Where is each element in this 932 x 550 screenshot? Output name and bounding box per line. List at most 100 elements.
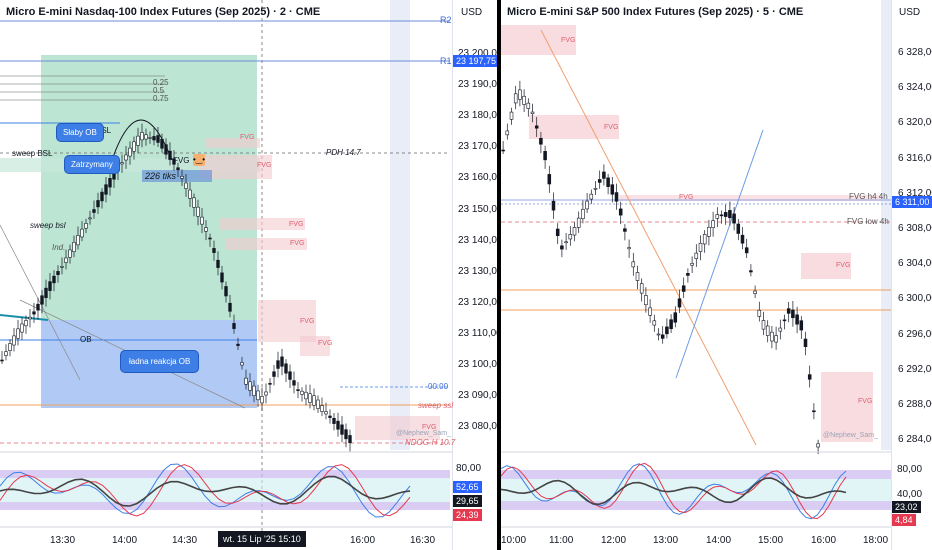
price-tick: 23 160,00	[458, 172, 497, 184]
candle-body	[786, 308, 791, 314]
callout-weak-ob[interactable]: Słaby OB	[56, 123, 104, 142]
left-chart-canvas[interactable]	[0, 0, 497, 550]
price-tick: 6 288,00	[898, 399, 932, 410]
candle-body	[300, 390, 304, 395]
candle-body	[581, 208, 585, 219]
fib-label: 0.5	[153, 86, 165, 95]
candle-body	[555, 228, 560, 237]
candle-body	[816, 443, 820, 448]
time-tick: 14:30	[172, 535, 198, 546]
candle-body	[140, 132, 144, 141]
candle-body	[707, 226, 711, 237]
candle-body	[732, 213, 736, 224]
fvg-box[interactable]	[801, 253, 851, 279]
left-chart-pane[interactable]: Micro E-mini Nasdaq-100 Index Futures (S…	[0, 0, 497, 550]
right-candles	[501, 80, 820, 455]
callout-stopped[interactable]: Zatrzymany	[64, 155, 120, 174]
candle-body	[296, 389, 300, 391]
right-chart-pane[interactable]: Micro E-mini S&P 500 Index Futures (Sep …	[501, 0, 932, 550]
r2-label: R2	[440, 15, 452, 25]
candle-body	[104, 184, 108, 195]
candle-body	[795, 314, 799, 325]
candle-body	[316, 399, 320, 409]
fvg-box[interactable]	[220, 218, 305, 230]
candle-body	[568, 234, 573, 240]
candle-body	[576, 217, 581, 228]
price-axis[interactable]	[452, 0, 497, 550]
candle-body	[24, 320, 28, 327]
callout-nice-reaction[interactable]: ładna reakcja OB	[120, 350, 200, 373]
sweep-bsl-label: sweep bsl	[30, 221, 66, 230]
sweep-bsl-top-label: sweep BSL	[12, 149, 53, 158]
candle-body	[749, 270, 753, 273]
candle-body	[168, 150, 172, 160]
fvg-box[interactable]	[821, 372, 873, 442]
candle-body	[761, 320, 766, 330]
price-axis[interactable]	[891, 0, 932, 550]
time-tick: 16:00	[350, 535, 376, 546]
arrow-line[interactable]	[0, 314, 49, 321]
price-tick: 23 130,00	[458, 265, 497, 277]
candle-body	[236, 343, 240, 346]
fvg-label: FVG	[561, 37, 576, 44]
ticks-measure-box[interactable]	[142, 170, 212, 182]
candle-body	[344, 429, 348, 440]
candle-body	[614, 192, 619, 202]
candle-body	[740, 234, 745, 244]
candle-body	[108, 178, 112, 188]
price-tick: 6 312,00	[898, 187, 932, 199]
candle-body	[20, 323, 24, 333]
candle-body	[280, 356, 284, 367]
fvg-box[interactable]	[205, 138, 260, 148]
fib-lines[interactable]	[0, 75, 165, 101]
candle-body	[501, 149, 505, 152]
price-tick: 6 284,00	[898, 434, 932, 446]
fvg-box[interactable]	[300, 336, 330, 356]
currency-label[interactable]: USD	[461, 7, 483, 18]
currency-label[interactable]: USD	[899, 7, 921, 18]
candle-body	[228, 302, 232, 312]
candle-body	[28, 316, 32, 320]
fvg-box[interactable]	[529, 115, 619, 139]
candle-body	[770, 331, 774, 342]
price-tick: 6 300,00	[898, 293, 932, 305]
trend-line[interactable]	[675, 129, 764, 379]
candle-body	[560, 245, 564, 250]
fvg-box[interactable]	[501, 25, 576, 55]
candle-body	[711, 220, 715, 229]
chart-title[interactable]: Micro E-mini Nasdaq-100 Index Futures (S…	[6, 6, 321, 18]
candle-body	[212, 248, 216, 253]
candle-body	[669, 319, 673, 330]
time-tick: 14:00	[112, 535, 138, 546]
osc-value-tag: 29,65	[453, 495, 482, 507]
fvg-box[interactable]	[355, 416, 440, 440]
candle-body	[124, 154, 128, 161]
candle-body	[539, 137, 543, 145]
fvg-box[interactable]	[225, 238, 307, 250]
price-tick: 23 200,00	[458, 48, 497, 59]
candle-body	[184, 182, 188, 189]
price-tick: 6 292,00	[898, 363, 932, 375]
candle-body	[4, 351, 8, 356]
trend-line[interactable]	[540, 29, 757, 446]
candle-body	[332, 417, 336, 424]
candle-body	[200, 216, 204, 225]
price-tick: 23 080,00	[458, 421, 497, 433]
candle-body	[547, 174, 552, 185]
long-position-zone[interactable]	[41, 55, 257, 320]
chart-title[interactable]: Micro E-mini S&P 500 Index Futures (Sep …	[507, 6, 804, 18]
pane-divider[interactable]	[497, 0, 501, 550]
osc-level-80: 80,00	[897, 464, 923, 475]
candle-body	[348, 435, 352, 444]
fvg-box[interactable]	[258, 300, 316, 342]
candle-body	[728, 210, 732, 219]
candle-body	[240, 362, 244, 366]
candle-body	[244, 377, 248, 385]
right-chart-canvas[interactable]	[501, 0, 932, 550]
time-tick: 13:30	[50, 535, 76, 546]
osc-value-tag: 24,39	[453, 509, 482, 521]
trend-line[interactable]	[0, 224, 81, 381]
candle-body	[719, 214, 724, 217]
candle-body	[8, 343, 12, 352]
fvg-box[interactable]	[619, 195, 889, 201]
